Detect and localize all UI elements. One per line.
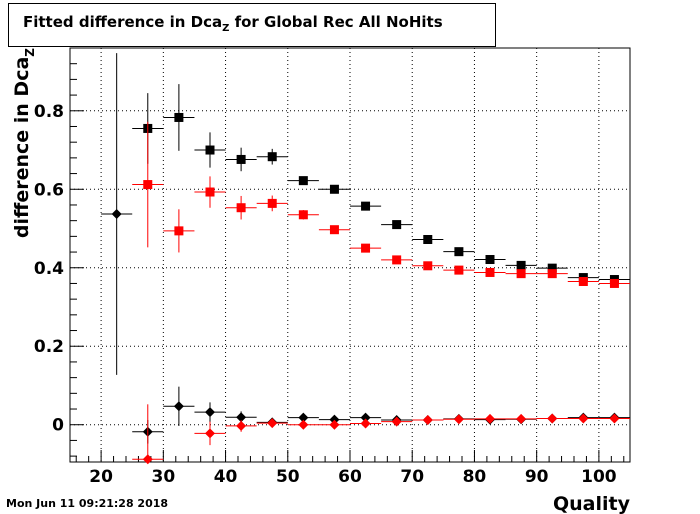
x-tick-label: 30	[151, 467, 175, 487]
data-point-square	[361, 201, 371, 211]
x-tick-label: 100	[581, 467, 617, 487]
x-tick-label: 50	[276, 467, 300, 487]
data-point-square	[361, 243, 371, 253]
data-point-square	[516, 260, 526, 270]
grid-layer	[70, 48, 630, 462]
data-point-diamond	[516, 413, 527, 424]
chart-title: Fitted difference in DcaZ for Global Rec…	[23, 13, 443, 34]
chart-title-subscript: Z	[222, 23, 230, 34]
data-point-square	[329, 225, 339, 235]
data-point-diamond	[142, 454, 153, 465]
data-point-square	[547, 269, 557, 279]
data-point-square	[392, 255, 402, 265]
data-point-square	[609, 278, 619, 288]
data-point-diamond	[205, 407, 215, 418]
y-axis-label: difference in DcaZ	[11, 48, 37, 238]
data-point-diamond	[329, 414, 340, 425]
plot-frame	[69, 47, 631, 463]
data-point-square	[547, 263, 557, 273]
series-3	[132, 404, 630, 465]
y-tick-label: 0.2	[34, 337, 64, 357]
data-point-diamond	[111, 208, 122, 219]
x-tick-label: 20	[89, 467, 113, 487]
data-point-diamond	[236, 420, 247, 431]
data-point-diamond	[360, 418, 371, 429]
axis-ticks: 20 30 40 50 60 70 80 90 100 0 0.2 0.4 0.6 0.8	[34, 63, 625, 487]
data-point-square	[267, 152, 277, 162]
data-point-diamond	[360, 412, 371, 423]
series-1	[132, 121, 630, 288]
x-tick-label: 60	[338, 467, 362, 487]
data-point-diamond	[298, 419, 309, 430]
data-point-square	[454, 247, 464, 257]
data-point-square	[423, 261, 433, 271]
svg-text:difference in DcaZ: difference in DcaZ	[11, 48, 37, 238]
y-tick-label: 0.4	[34, 259, 64, 279]
data-point-square	[578, 276, 588, 286]
data-point-diamond	[329, 419, 340, 430]
data-point-diamond	[422, 415, 433, 426]
data-point-square	[516, 269, 526, 279]
data-point-square	[392, 220, 402, 230]
data-point-diamond	[205, 428, 215, 439]
data-point-square	[174, 226, 184, 236]
data-point-square	[267, 198, 277, 208]
data-point-square	[143, 180, 153, 190]
x-tick-label: 80	[463, 467, 487, 487]
data-point-diamond	[267, 418, 278, 429]
data-point-diamond	[173, 401, 184, 412]
data-point-square	[298, 176, 308, 186]
x-tick-label: 90	[525, 467, 549, 487]
data-point-diamond	[298, 412, 309, 423]
timestamp: Mon Jun 11 09:21:28 2018	[6, 497, 169, 510]
data-layer	[101, 53, 630, 465]
chart-title-rest: for Global Rec All NoHits	[229, 13, 443, 31]
data-point-square	[205, 145, 215, 155]
data-point-square	[329, 184, 339, 194]
data-point-square	[236, 154, 246, 164]
data-point-diamond	[578, 413, 589, 424]
y-axis-label-main: difference in Dca	[11, 57, 33, 238]
series-0	[132, 84, 630, 285]
x-tick-label: 40	[214, 467, 238, 487]
y-tick-label: 0.6	[34, 180, 64, 200]
data-point-diamond	[485, 413, 495, 424]
data-point-square	[236, 203, 246, 213]
x-tick-label: 70	[400, 467, 424, 487]
data-point-square	[485, 255, 495, 265]
data-point-diamond	[547, 413, 558, 424]
data-point-diamond	[236, 412, 247, 423]
data-point-diamond	[609, 413, 620, 424]
data-point-square	[205, 187, 215, 197]
data-point-square	[485, 267, 495, 277]
data-point-square	[298, 210, 308, 220]
data-point-square	[174, 112, 184, 122]
y-axis-label-subscript: Z	[23, 48, 37, 57]
chart-title-main: Fitted difference in Dca	[23, 13, 223, 31]
data-point-diamond	[391, 416, 402, 427]
y-tick-label: 0	[52, 416, 64, 436]
y-tick-label: 0.8	[34, 102, 64, 122]
data-point-diamond	[453, 414, 464, 425]
chart-title-box: Fitted difference in DcaZ for Global Rec…	[8, 3, 496, 47]
data-point-square	[423, 234, 433, 244]
x-axis-label: Quality	[553, 493, 631, 514]
data-point-square	[454, 265, 464, 275]
